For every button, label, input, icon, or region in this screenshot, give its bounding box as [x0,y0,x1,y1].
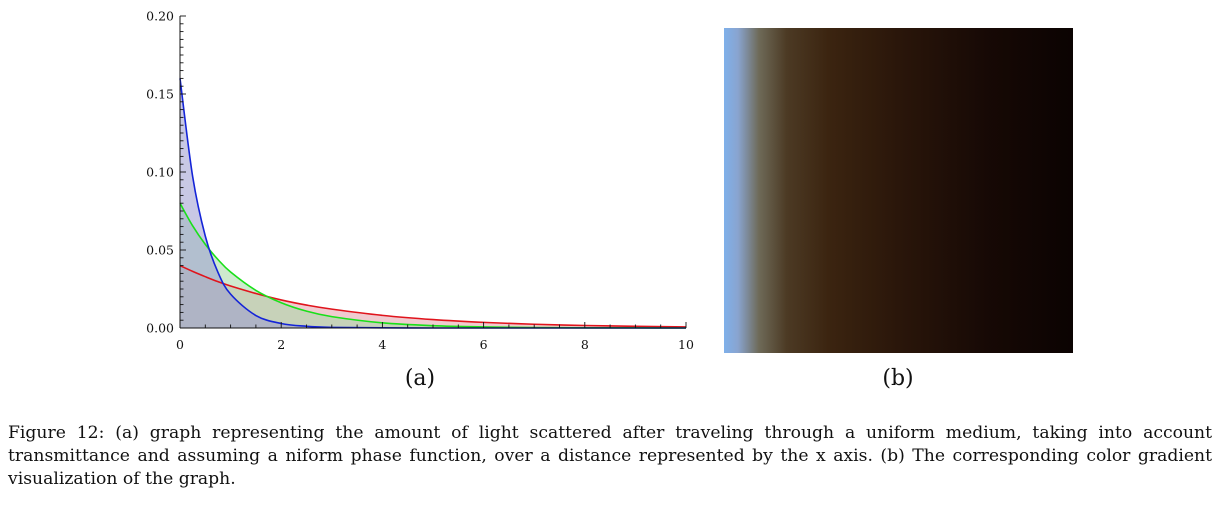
series-lines [179,78,687,329]
x-tick-label: 0 [176,337,184,352]
series-3-area [180,78,686,329]
x-tick-label: 6 [480,337,488,352]
y-tick-label: 0.10 [146,165,174,180]
subfigure-label-b: (b) [882,366,914,391]
y-tick-label: 0.00 [146,321,174,336]
subfigure-label-a: (a) [404,366,436,391]
x-tick-label: 10 [678,337,694,352]
y-tick-label: 0.20 [146,9,174,24]
scattering-chart: 0 2 4 6 8 10 0.00 0.05 0.10 0.15 0.20 [146,9,694,353]
figure-caption: Figure 12: (a) graph representing the am… [8,423,1212,489]
x-tick-label: 8 [581,337,589,352]
x-tick-label: 4 [378,337,386,352]
area-fills [180,78,686,329]
x-tick-label: 2 [277,337,285,352]
series-2-area [180,203,686,328]
y-tick-label: 0.15 [146,87,174,102]
chart-axes: 0 2 4 6 8 10 0.00 0.05 0.10 0.15 0.20 [146,9,694,353]
y-tick-label: 0.05 [146,243,174,258]
color-gradient-panel [724,28,1073,353]
